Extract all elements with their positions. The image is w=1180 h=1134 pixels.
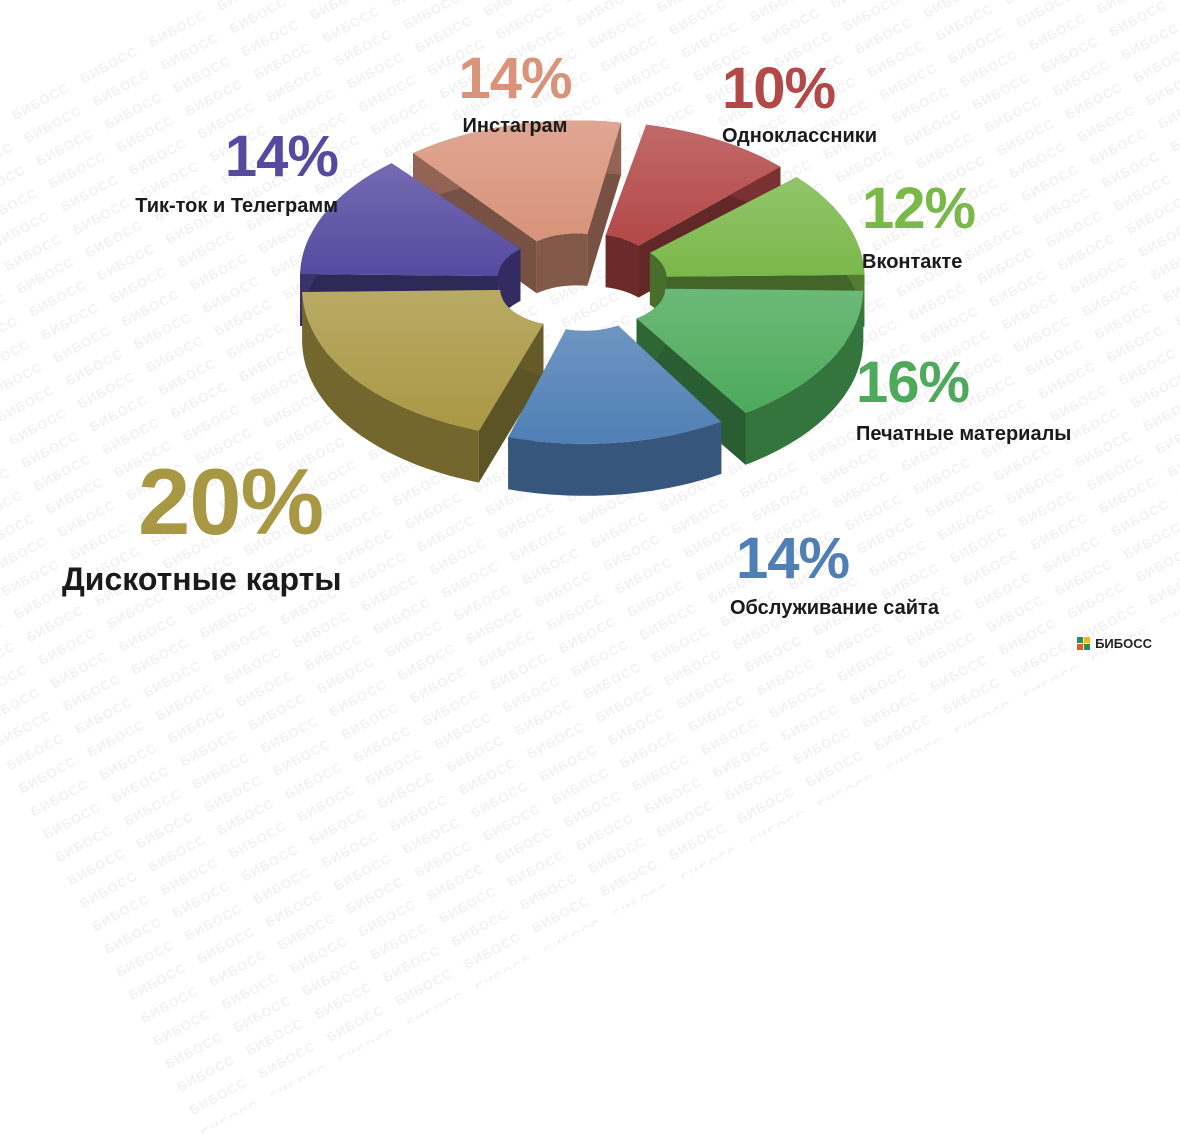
slice-name-odnoklassniki: Одноклассники: [722, 125, 878, 147]
slice-outer-wall: [508, 421, 722, 496]
slice-gloss: [413, 120, 622, 242]
slice-label-instagram: 14% Инстаграм: [440, 46, 590, 137]
brand-name: БИБОСС: [1095, 636, 1152, 651]
slice-value-site: 14%: [736, 526, 850, 591]
slice-gloss: [636, 288, 864, 413]
brand-logo: БИБОСС: [1077, 636, 1152, 651]
slice-cards: [302, 290, 544, 483]
slice-name-vkontakte: Вконтакте: [862, 251, 963, 273]
slice-outer-wall: [302, 292, 479, 483]
slice-name-instagram: Инстаграм: [462, 115, 568, 137]
slice-value-tiktok: 14%: [224, 124, 339, 189]
slice-value-instagram: 14%: [458, 46, 572, 111]
slice-inner-wall: [536, 233, 588, 294]
slice-value-print: 16%: [856, 350, 970, 415]
slice-gloss: [300, 163, 521, 276]
slice-inner-wall: [605, 235, 639, 298]
slice-label-cards: 20% Дискотные карты: [62, 449, 342, 597]
slice-label-tiktok: 14% Тик-ток и Телеграмм: [98, 124, 339, 217]
slice-value-cards: 20%: [138, 449, 324, 554]
slice-value-vkontakte: 12%: [862, 176, 976, 241]
slice-site: [508, 325, 722, 496]
slice-name-site: Обслуживание сайта: [730, 597, 939, 619]
slice-gloss: [508, 325, 722, 444]
slice-name-print: Печатные материалы: [856, 423, 1072, 445]
slice-outer-wall: [745, 290, 864, 465]
donut-chart: [300, 120, 865, 496]
slice-label-vkontakte: 12% Вконтакте: [862, 176, 976, 273]
slice-gloss: [302, 290, 544, 431]
slice-odnoklassniki: [605, 124, 781, 298]
slice-gloss: [605, 124, 781, 246]
slice-label-site: 14% Обслуживание сайта: [730, 526, 939, 619]
slice-value-odnoklassniki: 10%: [722, 56, 836, 121]
slice-name-cards: Дискотные карты: [62, 561, 342, 597]
slice-name-tiktok: Тик-ток и Телеграмм: [135, 195, 338, 217]
slice-label-odnoklassniki: 10% Одноклассники: [722, 56, 878, 147]
brand-icon: [1077, 637, 1091, 650]
slice-gloss: [649, 177, 865, 277]
slice-print: [636, 288, 864, 465]
slice-label-print: 16% Печатные материалы: [856, 350, 1072, 445]
